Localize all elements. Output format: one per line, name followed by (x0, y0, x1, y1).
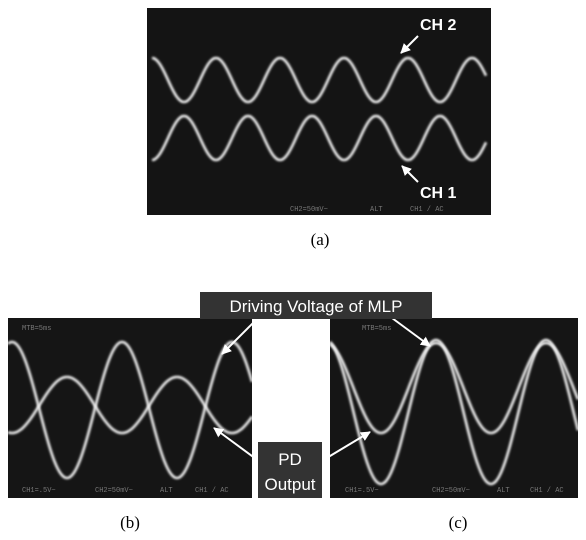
screen-text: CH1 / AC (530, 487, 564, 495)
panel-label: (a) (311, 230, 330, 249)
callout-text: Driving Voltage of MLP (230, 297, 403, 316)
arrow (391, 317, 431, 347)
callout-text: PD (278, 450, 302, 469)
screen-text: CH2=50mV~ (432, 487, 470, 495)
callout-box (258, 442, 322, 498)
scope-screen (147, 8, 491, 215)
trace (151, 114, 488, 162)
arrow (213, 427, 261, 463)
screen-text: ALT (160, 487, 173, 495)
callout-box (200, 292, 432, 319)
screen-text: CH1=.5V~ (22, 487, 56, 495)
screen-text: CH1=.5V~ (345, 487, 379, 495)
panel-label: (c) (449, 513, 468, 532)
trace (330, 341, 578, 435)
screen-text: CH1 / AC (410, 206, 444, 214)
annotation: CH 1 (420, 185, 457, 202)
trace (8, 340, 252, 480)
screen-text: ALT (370, 206, 383, 214)
arrow (401, 165, 419, 183)
screen-text: ALT (497, 487, 510, 495)
screen-text: CH1 / AC (195, 487, 229, 495)
screen-text: CH2=50mV~ (290, 206, 328, 214)
trace (8, 375, 252, 435)
screen-text: MTB=5ms (22, 325, 51, 333)
annotation: CH 2 (420, 17, 457, 34)
arrow (221, 317, 259, 355)
arrow (400, 35, 419, 54)
trace (151, 56, 488, 104)
panel-label: (b) (120, 513, 140, 532)
arrow (319, 431, 371, 463)
screen-text: MTB=5ms (362, 325, 391, 333)
screen-text: CH2=50mV~ (95, 487, 133, 495)
scope-screen (8, 318, 252, 498)
callout-text: Output (264, 475, 315, 494)
